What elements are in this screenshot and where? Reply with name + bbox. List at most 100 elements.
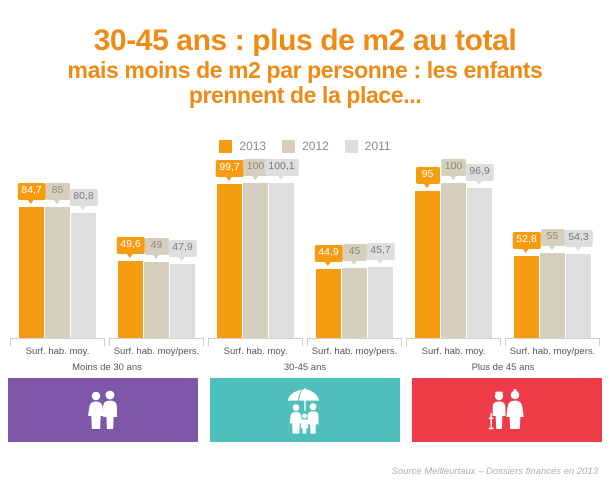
chart-legend: 2013 2012 2011 <box>0 139 610 153</box>
bar-value-label: 96,9 <box>465 164 494 185</box>
legend-swatch-2011 <box>344 139 358 153</box>
bar-value-label: 84,7 <box>17 183 46 204</box>
icon-panel-0 <box>8 378 198 442</box>
bar-value-label: 45,7 <box>366 243 395 264</box>
bar-rect <box>566 254 591 338</box>
bar-value-label: 45 <box>342 244 367 265</box>
bar-2013[interactable]: 84,7 <box>17 168 46 338</box>
legend-label: 2011 <box>364 139 391 153</box>
bar-rect <box>415 191 440 338</box>
axis-tick-cell: Surf. hab. moy. <box>8 338 107 364</box>
bar-value-label: 80,8 <box>69 189 98 210</box>
elderly-couple-icon <box>483 386 531 434</box>
bar-value-label: 49,6 <box>116 237 145 258</box>
page-title: 30-45 ans : plus de m2 au total mais moi… <box>0 24 610 109</box>
bar-2012[interactable]: 100 <box>242 159 269 338</box>
bar-subgroup: 95 100 96,9 <box>404 159 503 338</box>
bar-rect <box>71 213 96 338</box>
group-label-1: 30-45 ans <box>283 362 327 373</box>
axis-line <box>406 338 501 339</box>
bar-2011[interactable]: 96,9 <box>465 164 494 338</box>
bar-2013[interactable]: 49,6 <box>116 168 145 338</box>
axis-tick-cell: Surf. hab. moy. <box>206 338 305 364</box>
bar-rect <box>269 183 294 338</box>
bar-value-label: 100 <box>242 159 269 180</box>
bar-2011[interactable]: 45,7 <box>366 168 395 338</box>
legend-swatch-2012 <box>282 139 296 153</box>
bar-rect <box>342 268 367 338</box>
axis-label: Surf. hab. moy/pers. <box>311 345 398 357</box>
bar-rect <box>217 184 242 338</box>
axis-line <box>109 338 204 339</box>
bar-2012[interactable]: 55 <box>540 168 565 338</box>
axis-tick-cell: Surf. hab. moy/pers. <box>305 338 404 364</box>
bar-rect <box>316 269 341 338</box>
bar-value-label: 55 <box>540 229 565 250</box>
axis-line <box>208 338 303 339</box>
bar-value-label: 100 <box>440 159 467 180</box>
bar-2011[interactable]: 47,9 <box>168 168 197 338</box>
bar-rect <box>170 264 195 338</box>
bar-subgroup: 84,7 85 80,8 <box>8 168 107 338</box>
axis-line <box>307 338 402 339</box>
bar-rect <box>243 183 268 338</box>
bar-rect <box>368 267 393 338</box>
axis-tick-cell: Surf. hab. moy. <box>404 338 503 364</box>
bar-rect <box>441 183 466 338</box>
bar-rect <box>45 207 70 338</box>
bar-2011[interactable]: 100,1 <box>264 159 299 338</box>
legend-item-2011[interactable]: 2011 <box>344 139 391 153</box>
bar-value-label: 49 <box>144 238 169 259</box>
legend-item-2012[interactable]: 2012 <box>282 139 329 153</box>
bar-rect <box>467 188 492 338</box>
bar-rect <box>118 261 143 338</box>
axis-tick-cell: Surf. hab. moy/pers. <box>107 338 206 364</box>
bar-value-label: 47,9 <box>168 240 197 261</box>
bar-2012[interactable]: 100 <box>440 159 467 338</box>
group-labels: Moins de 30 ans 30-45 ans Plus de 45 ans <box>8 362 602 373</box>
axis-line <box>10 338 105 339</box>
bar-2011[interactable]: 54,3 <box>564 168 593 338</box>
bar-2012[interactable]: 45 <box>342 168 367 338</box>
bar-2013[interactable]: 95 <box>415 167 440 338</box>
bar-rect <box>144 262 169 338</box>
legend-label: 2013 <box>239 139 267 153</box>
bar-value-label: 85 <box>45 183 70 204</box>
group-label-2: Plus de 45 ans <box>471 362 535 373</box>
chart-axis: Surf. hab. moy. Surf. hab. moy/pers. Surf.… <box>8 338 602 364</box>
bar-rect <box>540 253 565 338</box>
icon-panel-1 <box>210 378 400 442</box>
couple-icon <box>80 387 126 433</box>
bar-group-1: 99,7 100 100,1 44,9 45 45,7 <box>206 159 404 338</box>
bar-subgroup: 44,9 45 45,7 <box>305 168 404 338</box>
group-label-0: Moins de 30 ans <box>72 362 142 373</box>
icon-panels <box>8 378 602 442</box>
axis-label: Surf. hab. moy. <box>25 345 90 357</box>
bar-2011[interactable]: 80,8 <box>69 168 98 338</box>
axis-group-1: Surf. hab. moy. Surf. hab. moy/pers. <box>206 338 404 364</box>
bar-group-2: 95 100 96,9 52,8 55 54,3 <box>404 159 602 338</box>
legend-label: 2012 <box>302 139 329 153</box>
bar-2012[interactable]: 49 <box>144 168 169 338</box>
bar-2012[interactable]: 85 <box>45 168 70 338</box>
axis-label: Surf. hab. moy. <box>223 345 288 357</box>
family-umbrella-icon <box>279 385 331 435</box>
icon-panel-2 <box>412 378 602 442</box>
bar-2013[interactable]: 99,7 <box>215 160 244 338</box>
source-note: Source Meilleurtaux – Dossiers financés … <box>391 466 598 477</box>
bar-2013[interactable]: 52,8 <box>512 168 541 338</box>
bar-subgroup: 99,7 100 100,1 <box>206 159 305 338</box>
legend-item-2013[interactable]: 2013 <box>219 139 266 153</box>
bar-2013[interactable]: 44,9 <box>314 168 343 338</box>
bar-value-label: 44,9 <box>314 245 343 266</box>
axis-group-0: Surf. hab. moy. Surf. hab. moy/pers. <box>8 338 206 364</box>
title-line-3: prennent de la place... <box>188 82 422 109</box>
axis-label: Surf. hab. moy/pers. <box>509 345 596 357</box>
axis-label: Surf. hab. moy/pers. <box>113 345 200 357</box>
bar-subgroup: 49,6 49 47,9 <box>107 168 206 338</box>
axis-tick-cell: Surf. hab. moy/pers. <box>503 338 602 364</box>
axis-group-2: Surf. hab. moy. Surf. hab. moy/pers. <box>404 338 602 364</box>
bar-value-label: 52,8 <box>512 232 541 253</box>
bar-value-label: 54,3 <box>564 230 593 251</box>
